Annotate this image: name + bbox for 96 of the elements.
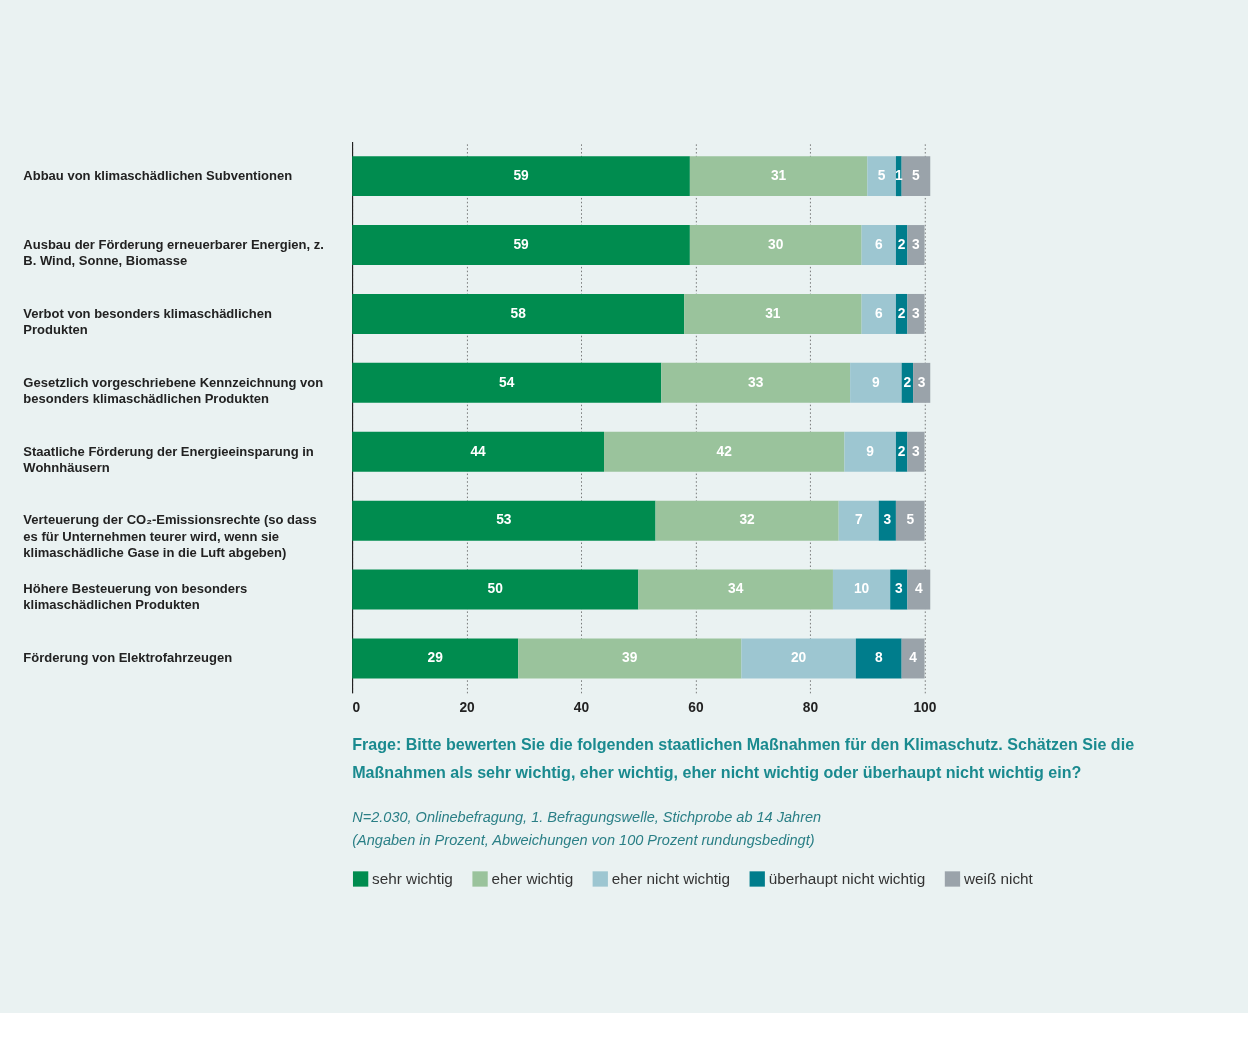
y-tick-label: Staatliche Förderung der Energieeinsparung in Wohnhäusern xyxy=(23,443,314,475)
bar xyxy=(901,156,931,197)
data-label: 2 xyxy=(897,305,906,321)
bar xyxy=(878,500,896,541)
y-tick-label: Ausbau der Förderung erneuerbarer Energien, z. B. Wind, Sonne, Biomasse xyxy=(23,236,324,268)
x-tick-label: 60 xyxy=(688,699,704,715)
bar xyxy=(661,362,851,403)
bar xyxy=(689,156,868,197)
x-tick-label: 20 xyxy=(459,699,476,715)
data-label: 6 xyxy=(874,305,883,321)
bar xyxy=(604,431,845,472)
data-label: 2 xyxy=(897,236,906,252)
data-label: 53 xyxy=(496,512,512,528)
data-label: 50 xyxy=(487,581,504,597)
data-label: 59 xyxy=(513,236,530,252)
data-label: 32 xyxy=(739,512,756,528)
legend-label: überhaupt nicht wichtig xyxy=(768,869,926,887)
data-label: 39 xyxy=(622,650,638,666)
x-tick-label: 100 xyxy=(913,699,937,715)
bar xyxy=(907,293,925,334)
data-label: 4 xyxy=(914,581,923,597)
data-label: 10 xyxy=(853,581,870,597)
bar xyxy=(895,500,925,541)
y-tick-label: Gesetzlich vorgeschriebene Kennzeichnung von besonders klimaschädlichen Produkten xyxy=(23,374,324,406)
bar xyxy=(638,569,833,610)
data-label: 5 xyxy=(912,167,921,183)
bar xyxy=(907,569,931,610)
data-label: 3 xyxy=(912,443,921,459)
bar xyxy=(741,638,856,679)
bar xyxy=(352,156,690,197)
y-tick-label: Abbau von klimaschädlichen Subventionen xyxy=(23,167,293,183)
bar xyxy=(861,293,896,334)
data-label: 31 xyxy=(770,167,787,183)
data-label: 8 xyxy=(874,650,883,666)
legend-label: eher nicht wichtig xyxy=(611,869,730,887)
legend-label: sehr wichtig xyxy=(372,869,453,887)
data-label: 59 xyxy=(513,167,530,183)
data-label: 29 xyxy=(427,650,444,666)
bar xyxy=(913,362,931,403)
text: (Angaben in Prozent, Abweichungen von 100 Prozent rundungsbedingt) xyxy=(352,832,815,849)
x-tick-label: 0 xyxy=(352,699,361,715)
y-tick-label: Verbot von besonders klimaschädlichen Produkten xyxy=(23,305,272,337)
data-label: 31 xyxy=(765,305,781,321)
bar xyxy=(907,431,925,472)
bar xyxy=(352,293,685,334)
bar xyxy=(352,638,519,679)
data-label: 42 xyxy=(716,443,733,459)
bar xyxy=(352,569,639,610)
x-tick-label: 80 xyxy=(802,699,819,715)
bar xyxy=(907,225,925,266)
data-label: 6 xyxy=(874,236,883,252)
data-label: 44 xyxy=(470,443,487,459)
data-label: 33 xyxy=(748,374,764,390)
y-tick-label: Verteuerung der CO₂-Emissionsrechte (so dass es für Unternehmen teurer wird, wenn sie klimaschädliche Gase in die Luft abgeben) xyxy=(23,512,317,560)
bar xyxy=(855,638,902,679)
bar xyxy=(352,225,690,266)
data-label: 7 xyxy=(854,512,863,528)
legend-label: weiß nicht xyxy=(962,869,1034,887)
data-label: 9 xyxy=(872,374,881,390)
data-label: 4 xyxy=(909,650,918,666)
data-label: 2 xyxy=(903,374,912,390)
data-label: 3 xyxy=(912,305,921,321)
text: Frage: Bitte bewerten Sie die folgenden staatlichen Maßnahmen für den Klimaschutz. Schätzen Sie die Maßnahmen als sehr wichtig, eher wichtig, eher nicht wichtig oder überhaupt nicht wichtig ein? xyxy=(352,735,1135,781)
bar xyxy=(518,638,742,679)
data-label: 9 xyxy=(866,443,875,459)
bar xyxy=(890,569,908,610)
legend-label: eher wichtig xyxy=(491,869,574,887)
data-label: 58 xyxy=(510,305,527,321)
data-label: 34 xyxy=(728,581,744,597)
bar xyxy=(867,156,896,197)
data-label: 54 xyxy=(499,374,515,390)
y-tick-label: Höhere Besteuerung von besonders klimaschädlichen Produkten xyxy=(23,581,248,613)
data-label: 3 xyxy=(894,581,903,597)
bar xyxy=(861,225,896,266)
bar xyxy=(352,362,662,403)
text: N=2.030, Onlinebefragung, 1. Befragungswelle, Stichprobe ab 14 Jahren xyxy=(352,809,822,826)
bar xyxy=(352,500,656,541)
data-label: 30 xyxy=(768,236,784,252)
bar xyxy=(684,293,862,334)
data-label: 20 xyxy=(790,650,807,666)
data-label: 3 xyxy=(883,512,892,528)
y-tick-label: Förderung von Elektrofahrzeugen xyxy=(23,650,233,666)
bar xyxy=(850,362,902,403)
bar xyxy=(901,638,925,679)
data-label: 5 xyxy=(877,167,886,183)
bar xyxy=(655,500,839,541)
data-label: 2 xyxy=(897,443,906,459)
bar xyxy=(844,431,896,472)
data-label: 5 xyxy=(906,512,915,528)
data-label: 3 xyxy=(912,236,921,252)
data-label: 3 xyxy=(917,374,926,390)
bar xyxy=(689,225,862,266)
x-tick-label: 40 xyxy=(573,699,590,715)
bar xyxy=(352,431,605,472)
bar xyxy=(838,500,879,541)
bar xyxy=(832,569,891,610)
